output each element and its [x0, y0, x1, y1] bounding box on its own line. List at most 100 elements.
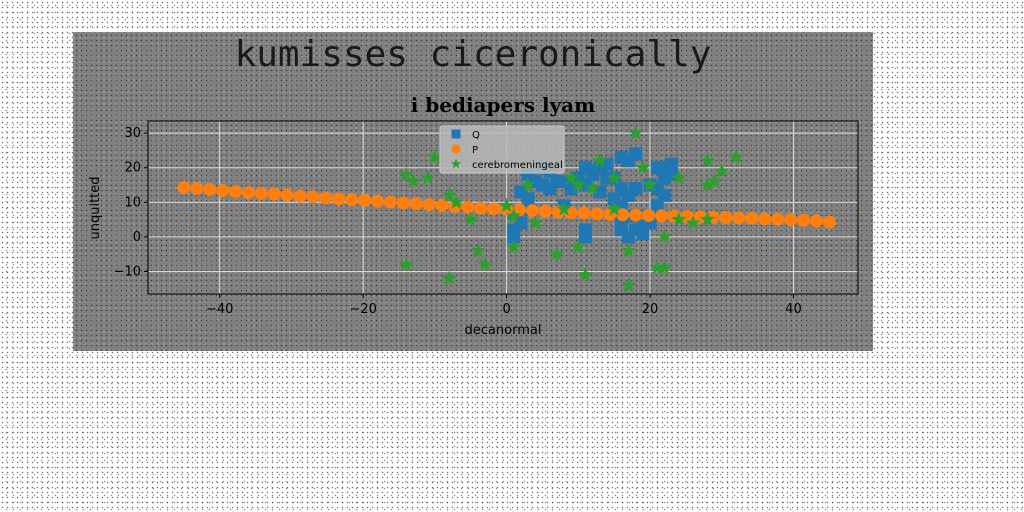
- data-point-p: [538, 204, 552, 218]
- y-tick-label: −10: [114, 265, 141, 280]
- data-point-p: [422, 198, 436, 212]
- data-point-cerebromeningeal: [606, 201, 622, 216]
- data-point-cerebromeningeal: [685, 215, 701, 230]
- data-point-q: [629, 147, 643, 161]
- data-point-cerebromeningeal: [441, 270, 457, 285]
- data-point-p: [719, 211, 733, 225]
- data-point-p: [396, 196, 410, 210]
- chart-title: i bediapers lyam: [411, 93, 596, 117]
- data-point-p: [771, 212, 785, 226]
- data-point-p: [280, 188, 294, 202]
- data-point-q: [629, 181, 643, 195]
- data-point-cerebromeningeal: [656, 228, 672, 244]
- data-point-cerebromeningeal: [642, 177, 658, 192]
- legend-box: [439, 125, 565, 174]
- x-axis-label: decanormal: [465, 323, 542, 338]
- plot-frame: [147, 120, 859, 295]
- data-point-p: [216, 184, 230, 198]
- data-point-cerebromeningeal: [570, 239, 586, 254]
- figure: kumisses ciceronically −40 −20 0 20 40 −10 0 10…: [73, 32, 873, 351]
- data-point-cerebromeningeal: [699, 152, 715, 168]
- data-point-p: [474, 201, 488, 215]
- data-point-p: [616, 208, 630, 222]
- legend-label-p: P: [472, 145, 478, 156]
- data-point-cerebromeningeal: [520, 177, 536, 192]
- data-point-p: [177, 180, 191, 194]
- y-tick-label: 0: [133, 230, 141, 245]
- data-point-q: [665, 157, 679, 171]
- data-point-cerebromeningeal: [714, 163, 730, 178]
- data-point-p: [461, 200, 475, 214]
- data-point-cerebromeningeal: [420, 170, 436, 185]
- x-tick-label: −20: [349, 302, 376, 317]
- data-point-p: [358, 193, 372, 207]
- scatter-chart: −40 −20 0 20 40 −10 0 10 20 30 i bediapers lyam d…: [88, 93, 859, 338]
- data-point-p: [203, 183, 217, 197]
- data-point-cerebromeningeal: [448, 194, 464, 209]
- legend-marker-cerebromeningeal: [450, 158, 462, 169]
- data-point-p: [784, 213, 798, 227]
- data-point-p: [228, 185, 242, 199]
- chart-suptitle: kumisses ciceronically: [234, 34, 712, 75]
- data-point-p: [332, 192, 346, 206]
- data-point-p: [267, 187, 281, 201]
- data-point-p: [293, 189, 307, 203]
- data-point-cerebromeningeal: [620, 277, 637, 292]
- data-point-cerebromeningeal: [398, 256, 414, 272]
- data-points-layer: [177, 125, 836, 292]
- data-point-cerebromeningeal: [427, 149, 443, 164]
- data-point-cerebromeningeal: [506, 239, 522, 254]
- data-point-cerebromeningeal: [499, 197, 515, 213]
- data-point-q: [586, 168, 600, 182]
- data-point-p: [758, 212, 772, 226]
- data-point-p: [306, 190, 320, 204]
- data-point-p: [525, 204, 539, 218]
- data-point-p: [345, 193, 359, 207]
- y-tick-label: 30: [124, 126, 141, 141]
- data-point-p: [732, 211, 746, 225]
- data-point-cerebromeningeal: [649, 260, 665, 275]
- legend-marker-p: [451, 144, 461, 154]
- data-point-cerebromeningeal: [506, 208, 522, 223]
- data-point-cerebromeningeal: [671, 170, 687, 185]
- data-point-p: [822, 215, 836, 229]
- data-point-q: [622, 230, 636, 244]
- data-point-cerebromeningeal: [699, 177, 715, 192]
- data-point-cerebromeningeal: [628, 125, 644, 140]
- data-point-cerebromeningeal: [477, 256, 493, 272]
- y-axis-label: unquitted: [88, 176, 103, 239]
- data-point-p: [680, 209, 694, 223]
- data-point-p: [642, 208, 656, 222]
- data-point-cerebromeningeal: [585, 180, 601, 195]
- data-point-cerebromeningeal: [635, 159, 651, 175]
- data-point-cerebromeningeal: [563, 170, 579, 185]
- data-point-p: [319, 191, 333, 205]
- x-tick-label: 40: [785, 302, 802, 317]
- data-point-p: [254, 186, 268, 200]
- data-point-cerebromeningeal: [699, 211, 715, 227]
- data-point-p: [383, 195, 397, 209]
- data-point-p: [693, 210, 707, 224]
- data-point-cerebromeningeal: [405, 173, 421, 188]
- data-point-p: [590, 207, 604, 221]
- legend-label-q: Q: [472, 130, 480, 141]
- data-point-p: [190, 181, 204, 195]
- data-point-p: [487, 202, 501, 216]
- data-point-q: [650, 199, 664, 213]
- series-cerebromeningeal: [398, 125, 744, 292]
- data-point-p: [409, 197, 423, 211]
- data-point-q: [507, 230, 521, 244]
- data-point-cerebromeningeal: [549, 246, 565, 261]
- x-tick-label: 0: [502, 302, 510, 317]
- data-point-cerebromeningeal: [728, 149, 744, 164]
- data-point-q: [636, 226, 650, 240]
- series-p: [177, 180, 836, 229]
- data-point-p: [809, 214, 823, 228]
- data-point-cerebromeningeal: [606, 170, 622, 185]
- legend-marker-q: [451, 129, 461, 139]
- data-point-p: [654, 209, 668, 223]
- x-tick-label: 20: [642, 302, 659, 317]
- data-point-q: [578, 230, 592, 244]
- data-point-cerebromeningeal: [620, 242, 637, 258]
